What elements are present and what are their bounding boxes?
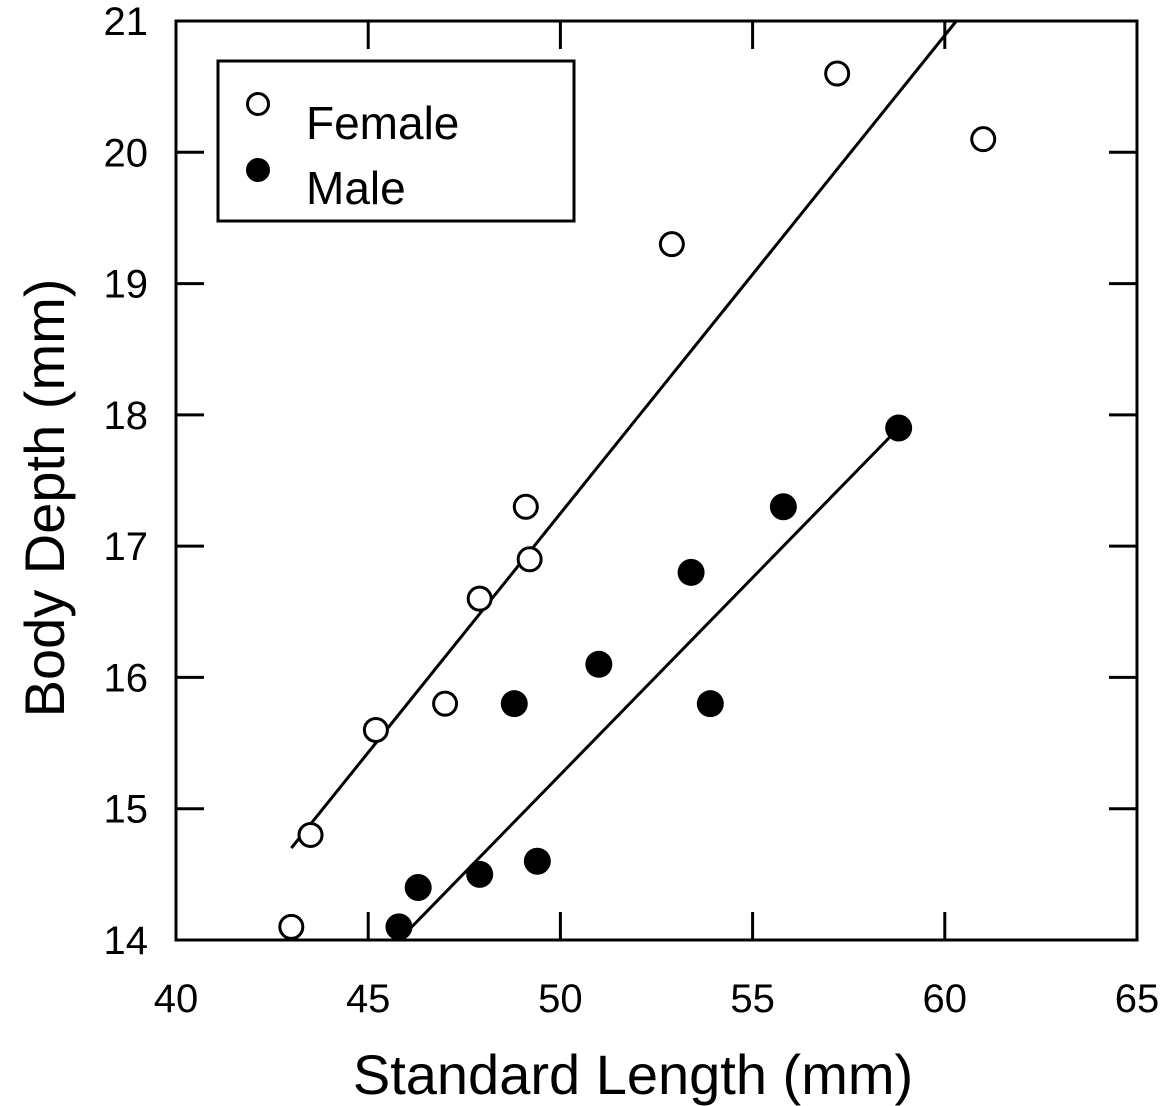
y-tick-label: 15 (104, 788, 149, 832)
y-axis-title: Body Depth (mm) (13, 279, 76, 718)
y-tick-label: 21 (104, 0, 149, 44)
point-female (297, 821, 324, 848)
tick-labels: 40 45 50 55 60 65 14 15 16 17 18 19 20 21 (104, 0, 1160, 1021)
plot-frame (174, 19, 1139, 942)
legend-label-male: Male (306, 162, 406, 214)
point-female (362, 716, 389, 743)
point-male (885, 414, 913, 442)
point-male (523, 847, 551, 875)
y-tick-label: 18 (104, 394, 149, 438)
point-female (278, 913, 305, 940)
point-male (696, 690, 724, 718)
fit-line-female (290, 20, 958, 850)
legend-label-female: Female (306, 97, 459, 149)
x-tick-label: 60 (923, 977, 968, 1021)
data-points (278, 60, 997, 941)
y-tick-label: 19 (104, 263, 149, 307)
point-female (824, 60, 851, 87)
x-tick-label: 65 (1115, 977, 1160, 1021)
point-male (677, 558, 705, 586)
point-female (516, 546, 543, 573)
y-tick-label: 17 (104, 525, 149, 569)
point-female (432, 690, 459, 717)
regression-lines (290, 20, 958, 942)
x-tick-label: 45 (346, 977, 391, 1021)
point-female (466, 585, 493, 612)
point-female (658, 231, 685, 258)
x-axis-title: Standard Length (mm) (353, 1043, 913, 1106)
legend-marker-male (246, 158, 270, 182)
x-tick-label: 40 (154, 977, 199, 1021)
point-male (769, 493, 797, 521)
point-male (500, 690, 528, 718)
point-female (970, 126, 997, 153)
x-tick-label: 55 (730, 977, 775, 1021)
legend-box (216, 59, 576, 223)
x-tick-label: 50 (538, 977, 583, 1021)
legend-marker-female (246, 92, 270, 116)
y-tick-label: 16 (104, 656, 149, 700)
fit-line-male (397, 426, 900, 942)
point-male (585, 650, 613, 678)
legend: Female Male (216, 59, 576, 223)
y-tick-label: 20 (104, 131, 149, 175)
y-tick-label: 14 (104, 919, 149, 963)
point-male (404, 873, 432, 901)
point-female (512, 493, 539, 520)
point-male (385, 913, 413, 941)
point-male (466, 860, 494, 888)
